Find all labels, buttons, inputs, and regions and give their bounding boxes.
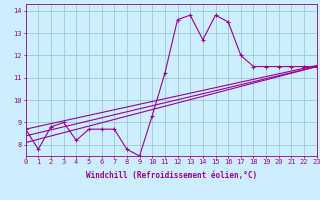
X-axis label: Windchill (Refroidissement éolien,°C): Windchill (Refroidissement éolien,°C) xyxy=(86,171,257,180)
